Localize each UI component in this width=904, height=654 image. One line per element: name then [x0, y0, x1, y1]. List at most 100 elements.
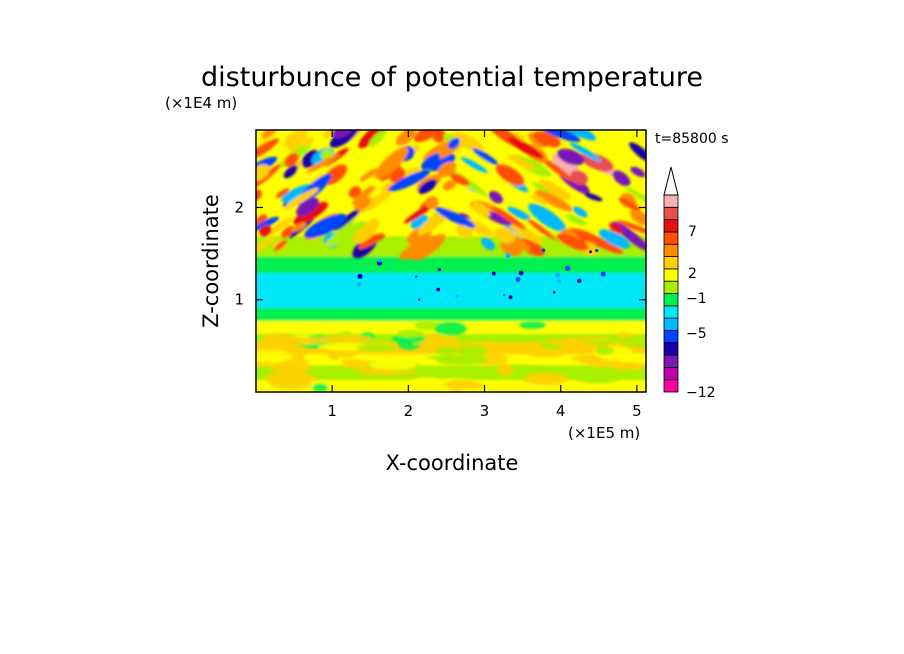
- colorbar-box: [663, 268, 679, 282]
- field-blob: [611, 322, 646, 333]
- field-blob: [426, 355, 466, 361]
- field-band: [256, 307, 646, 322]
- field-blob: [600, 355, 633, 361]
- field-blob: [580, 152, 614, 172]
- field-blob: [284, 152, 299, 167]
- field-speck: [600, 271, 606, 277]
- colorbar-box: [663, 219, 679, 233]
- x-tick-label: 3: [480, 402, 490, 420]
- field-blob: [621, 341, 646, 348]
- field-blob: [322, 130, 337, 139]
- field-blob: [531, 194, 549, 205]
- colorbar: [663, 166, 679, 393]
- colorbar-box: [663, 194, 679, 208]
- field-blob: [374, 147, 409, 180]
- field-blob: [353, 218, 380, 244]
- field-blob: [507, 206, 531, 221]
- field-blob: [291, 222, 307, 232]
- field-blob: [351, 185, 376, 205]
- field-speck: [508, 295, 513, 300]
- field-blob: [256, 164, 271, 182]
- colorbar-box: [663, 366, 679, 381]
- field-blob: [507, 222, 544, 244]
- field-speck: [356, 282, 362, 287]
- field-blob: [368, 130, 387, 148]
- field-blob: [356, 343, 397, 352]
- colorbar-tick-labels: 7 2 −1 −5 −12: [686, 224, 716, 401]
- field-blob: [497, 363, 513, 377]
- field-blob: [485, 211, 513, 226]
- colorbar-box: [663, 330, 679, 344]
- time-label: t=85800 s: [655, 131, 729, 147]
- field-blob: [324, 221, 366, 247]
- field-blob: [450, 173, 470, 186]
- field-blob: [304, 213, 347, 239]
- field-speck: [437, 267, 442, 272]
- colorbar-box: [663, 280, 679, 294]
- field-blob: [359, 167, 379, 182]
- field-blob: [507, 137, 544, 159]
- field-blob: [570, 170, 588, 185]
- field-speck: [491, 271, 496, 276]
- field-blob: [595, 346, 615, 356]
- field-blob: [488, 191, 503, 204]
- field-blob: [281, 225, 295, 238]
- field-speck: [414, 275, 418, 279]
- field-blob: [560, 336, 613, 341]
- field-blob: [624, 186, 646, 210]
- field-blob: [541, 157, 574, 182]
- field-blob: [612, 170, 631, 187]
- field-speck: [455, 293, 460, 299]
- field-blob: [418, 179, 437, 194]
- field-speck: [388, 268, 391, 271]
- field-blob: [470, 205, 491, 217]
- field-blob: [256, 214, 268, 225]
- colorbar-tick-label: −1: [686, 291, 707, 307]
- field-blob: [421, 153, 441, 170]
- field-blob: [539, 179, 571, 201]
- field-blob: [494, 227, 516, 244]
- field-blob: [275, 188, 290, 199]
- field-blob: [263, 372, 317, 385]
- field-blob: [256, 236, 276, 256]
- field-blob: [256, 163, 282, 189]
- colorbar-box: [663, 231, 679, 245]
- field-blob: [411, 234, 446, 261]
- colorbar-tick-label: 2: [688, 266, 697, 282]
- x-axis-ticks: 1 2 3 4 5: [327, 130, 642, 420]
- field-blob: [522, 372, 569, 386]
- field-blob: [284, 130, 308, 147]
- field-blob: [281, 184, 313, 202]
- field-blob: [623, 353, 646, 363]
- field-speck: [589, 250, 593, 254]
- field-blob: [556, 233, 589, 251]
- field-blob: [293, 201, 329, 225]
- field-blob: [404, 203, 435, 224]
- colorbar-box: [663, 354, 679, 368]
- field-blob: [528, 203, 567, 232]
- field-blob: [302, 137, 314, 147]
- colorbar-box: [663, 317, 679, 331]
- field-blob: [572, 369, 622, 384]
- field-blob: [389, 168, 406, 183]
- field-blob: [448, 137, 460, 150]
- field-blob: [495, 164, 525, 186]
- field-blob: [527, 218, 557, 241]
- field-blob: [261, 130, 278, 139]
- field-speck: [557, 279, 562, 284]
- y-tick-label: 1: [234, 291, 244, 309]
- field-blob: [457, 379, 477, 389]
- field-blob: [617, 332, 633, 339]
- field-blob: [534, 189, 573, 212]
- field-blob: [266, 217, 293, 236]
- y-unit-label: (×1E4 m): [165, 94, 237, 112]
- field-blob: [609, 222, 623, 233]
- x-tick-label: 1: [327, 402, 337, 420]
- colorbar-box: [663, 293, 679, 307]
- plot-frame: [255, 129, 647, 393]
- field-blob: [491, 206, 527, 230]
- field-blob: [388, 169, 431, 192]
- field-blob: [256, 138, 279, 160]
- field-blob: [453, 132, 485, 153]
